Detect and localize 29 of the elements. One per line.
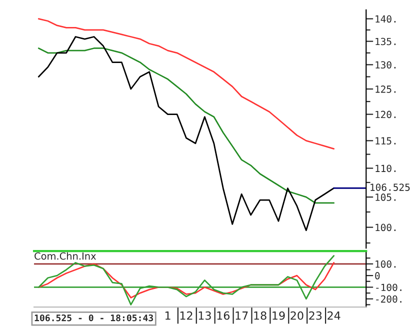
chart-title: Com.Chn.Inx xyxy=(34,252,96,260)
x-tick-label: 18 xyxy=(254,311,266,320)
y-tick-label: 100. xyxy=(376,224,396,232)
x-tick-label: 24 xyxy=(328,311,340,320)
x-tick-label: 16 xyxy=(217,311,230,320)
y-tick-label: -200. xyxy=(376,295,402,303)
y-tick-label: 110. xyxy=(376,164,396,172)
y-tick-label: 115. xyxy=(376,137,396,145)
y-tick-label: 125. xyxy=(376,86,396,93)
x-tick-label: 23 xyxy=(309,311,322,320)
x-tick-label: 19 xyxy=(272,311,285,320)
y-tick-label: 100. xyxy=(376,260,396,268)
y-tick-label: 130. xyxy=(376,61,396,69)
x-tick-label: 13 xyxy=(198,311,211,320)
x-tick-label: 20 xyxy=(290,311,304,320)
line-series xyxy=(38,18,335,150)
line-series xyxy=(38,48,335,204)
y-tick-label: 135. xyxy=(376,38,396,46)
y-tick-label: 120. xyxy=(376,110,396,118)
y-tick-label: -100. xyxy=(376,284,402,292)
x-tick-label: 12 xyxy=(180,311,192,320)
x-tick-label: 1 xyxy=(165,312,170,320)
text: 106.525 - 0 - 18:05:43 xyxy=(34,314,154,322)
y-tick-label: 0 xyxy=(375,272,380,280)
y-tick-label: 140. xyxy=(376,15,396,23)
x-tick-label: 17 xyxy=(236,312,248,320)
y-tick-label: 105. xyxy=(376,194,396,201)
ref-line-label: 106.525 xyxy=(370,184,410,191)
line-series xyxy=(38,36,335,232)
